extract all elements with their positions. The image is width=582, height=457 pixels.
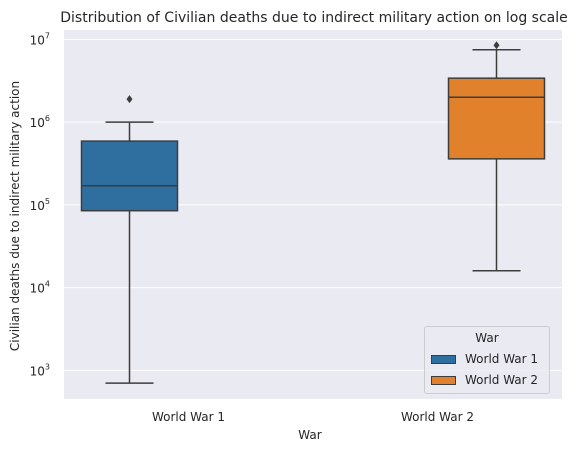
y-tick-label: 105 — [30, 197, 50, 213]
x-axis: World War 1 World War 2 — [152, 410, 474, 424]
y-tick-label: 106 — [30, 114, 50, 130]
y-tick-label: 107 — [30, 31, 50, 47]
y-tick-label: 103 — [30, 362, 50, 378]
legend-label: World War 2 — [465, 373, 539, 387]
legend-label: World War 1 — [465, 352, 539, 366]
legend-item-world-war-2: World War 2 — [431, 372, 538, 388]
x-axis-label: War — [298, 428, 321, 442]
box-plots — [80, 41, 546, 384]
outlier-point — [493, 41, 500, 50]
iqr-box — [447, 77, 546, 160]
box-world-war-1 — [80, 95, 179, 384]
box-world-war-2 — [447, 41, 546, 272]
legend-item-world-war-1: World War 1 — [431, 351, 538, 367]
chart-title: Distribution of Civilian deaths due to i… — [60, 10, 568, 26]
legend-swatch-world-war-2 — [431, 376, 456, 385]
x-tick-label: World War 1 — [152, 410, 225, 424]
y-axis-label: Civilian deaths due to indirect military… — [8, 81, 22, 351]
iqr-box — [80, 140, 179, 212]
y-tick-label: 104 — [30, 280, 50, 296]
legend-swatch-world-war-1 — [431, 355, 456, 364]
legend: War World War 1 World War 2 — [424, 326, 550, 394]
outlier-point — [126, 95, 133, 104]
y-axis: 103 104 105 106 107 — [30, 31, 50, 378]
x-tick-label: World War 2 — [401, 410, 474, 424]
legend-title: War — [475, 331, 499, 345]
